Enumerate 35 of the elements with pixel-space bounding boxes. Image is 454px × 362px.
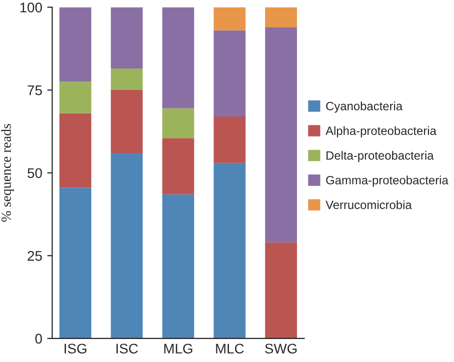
bar <box>265 242 297 338</box>
bar <box>162 194 194 338</box>
y-tick-label: 100 <box>20 2 42 12</box>
legend-label: Gamma-proteobacteria <box>326 176 448 187</box>
bar <box>59 188 92 338</box>
x-tick-label: SWG <box>265 344 297 354</box>
bar <box>110 90 143 153</box>
bar <box>214 116 246 163</box>
bar <box>110 152 143 338</box>
legend-label: Verrucomicrobia <box>326 200 412 210</box>
bar <box>214 162 246 338</box>
bar <box>162 7 194 108</box>
bar <box>59 82 92 114</box>
legend-label: Alpha-proteobacteria <box>326 126 436 138</box>
bar <box>265 7 297 28</box>
bar <box>265 27 297 242</box>
bar <box>162 108 194 138</box>
bar <box>59 7 92 82</box>
bar <box>162 138 194 194</box>
x-tick-label: MLC <box>216 344 244 354</box>
x-tick-label: ISC <box>116 344 138 354</box>
legend-label: Cyanobacteria <box>326 102 403 113</box>
bar <box>59 113 92 188</box>
bar <box>214 30 246 117</box>
bar <box>110 7 143 69</box>
legend-label: Delta-proteobacteria <box>326 150 434 162</box>
y-tick-label: 75 <box>28 86 42 96</box>
y-axis-title: % sequence reads <box>1 124 14 222</box>
y-tick-label: 0 <box>35 334 42 344</box>
y-tick-label: 25 <box>28 250 42 261</box>
bar <box>110 68 143 90</box>
bar <box>214 7 246 30</box>
x-tick-label: ISG <box>64 344 86 354</box>
x-tick-label: MLG <box>164 344 192 354</box>
y-tick-label: 50 <box>28 168 42 178</box>
